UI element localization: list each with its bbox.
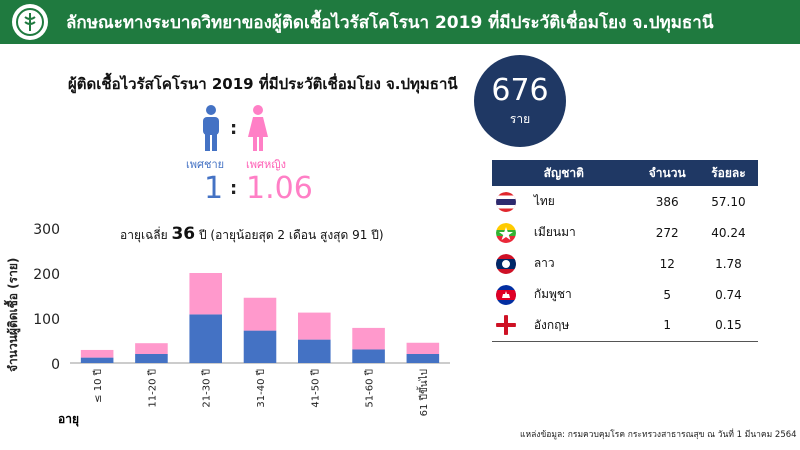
thailand-flag-icon — [496, 191, 516, 212]
table-row: ลาว 12 1.78 — [492, 248, 758, 279]
bar-segment — [298, 339, 331, 363]
ministry-logo-icon — [12, 4, 48, 40]
table-row: อังกฤษ 1 0.15 — [492, 310, 758, 342]
total-cases-value: 676 — [491, 72, 549, 108]
nationality-name: กัมพูชา — [533, 287, 572, 301]
female-ratio: 1.06 — [246, 171, 313, 206]
bar-segment — [135, 343, 168, 354]
x-axis-label: อายุ — [58, 412, 79, 426]
x-tick-label: 21-30 ปี — [201, 369, 213, 408]
count-header: จำนวน — [635, 160, 699, 186]
y-tick-label: 300 — [33, 222, 60, 238]
gender-colon: : — [230, 118, 238, 139]
nationality-percent: 57.10 — [711, 194, 746, 209]
ratio-colon: : — [230, 178, 238, 199]
bar-segment — [189, 314, 222, 363]
england-flag-icon — [496, 315, 516, 336]
bar-segment — [406, 342, 440, 354]
x-tick-label: 31-40 ปี — [255, 369, 267, 408]
average-age-value: 36 — [171, 224, 196, 244]
cambodia-flag-icon — [496, 284, 516, 305]
header-title: ลักษณะทางระบาดวิทยาของผู้ติดเชื้อไวรัสโค… — [66, 13, 714, 33]
bar-segment — [80, 357, 114, 363]
average-age-label: อายุเฉลี่ย 36 ปี (อายุน้อยสุด 2 เดือน สู… — [120, 224, 384, 245]
bar-segment — [135, 354, 168, 363]
table-row: กัมพูชา 5 0.74 — [492, 279, 758, 310]
nationality-count: 1 — [635, 310, 699, 342]
x-tick-label: ≤ 10 ปี — [92, 369, 104, 403]
nationality-name: ไทย — [533, 194, 555, 208]
age-bar-chart: 0 100 200 300 ≤ 10 ปี 11-20 ปี 21-30 ปี 31-40 ป… — [33, 222, 450, 416]
nationality-name: อังกฤษ — [533, 317, 570, 332]
bar-segment — [406, 354, 440, 363]
x-tick-label: 51-60 ปี — [364, 369, 376, 408]
bar-segment — [298, 312, 331, 340]
bar-segment — [352, 349, 385, 363]
x-tick-label: 41-50 ปี — [309, 369, 321, 408]
myanmar-flag-icon — [496, 222, 516, 243]
x-tick-label: 11-20 ปี — [146, 369, 158, 408]
bar-segment — [189, 273, 222, 315]
nationality-name: เมียนมา — [533, 225, 576, 239]
header-bar: ลักษณะทางระบาดวิทยาของผู้ติดเชื้อไวรัสโค… — [0, 0, 800, 44]
nationality-percent: 0.15 — [698, 310, 758, 342]
female-label: เพศหญิง — [246, 158, 286, 171]
nationality-name: ลาว — [533, 256, 555, 270]
bar-segment — [352, 327, 385, 350]
nationality-percent: 1.78 — [715, 256, 742, 271]
total-cases-unit: ราย — [509, 111, 531, 126]
nationality-table: สัญชาติ จำนวน ร้อยละ ไทย 386 57.10 — [492, 160, 758, 342]
total-cases-badge: 676 ราย — [474, 55, 566, 147]
male-ratio: 1 — [204, 171, 224, 206]
male-icon — [203, 105, 219, 151]
nationality-count: 12 — [659, 256, 675, 271]
table-row: ไทย 386 57.10 — [492, 186, 758, 217]
data-source-note: แหล่งข้อมูล: กรมควบคุมโรค กระทรวงสาธารณส… — [520, 430, 797, 440]
bar-segment — [80, 349, 114, 358]
laos-flag-icon — [496, 253, 516, 274]
bar-segment — [243, 330, 277, 363]
female-icon — [248, 105, 268, 151]
nationality-count: 5 — [663, 287, 672, 302]
bar-segment — [243, 297, 277, 331]
average-age-suffix: ปี (อายุน้อยสุด 2 เดือน สูงสุด 91 ปี) — [198, 228, 384, 242]
nationality-percent: 40.24 — [711, 225, 746, 240]
nationality-percent: 0.74 — [715, 287, 742, 302]
table-row: เมียนมา 272 40.24 — [492, 217, 758, 248]
average-age-prefix: อายุเฉลี่ย — [120, 228, 168, 242]
male-label: เพศชาย — [186, 158, 225, 171]
x-tick-label: 61 ปีขึ้นไป — [416, 369, 430, 416]
y-tick-label: 200 — [33, 267, 60, 283]
nationality-header: สัญชาติ — [492, 160, 636, 186]
nationality-count: 386 — [655, 194, 679, 209]
summary-title: ผู้ติดเชื้อไวรัสโคโรนา 2019 ที่มีประวัติ… — [68, 75, 458, 93]
nationality-count: 272 — [655, 225, 679, 240]
percent-header: ร้อยละ — [698, 160, 758, 186]
y-tick-label: 100 — [33, 312, 60, 328]
y-tick-label: 0 — [51, 357, 60, 373]
